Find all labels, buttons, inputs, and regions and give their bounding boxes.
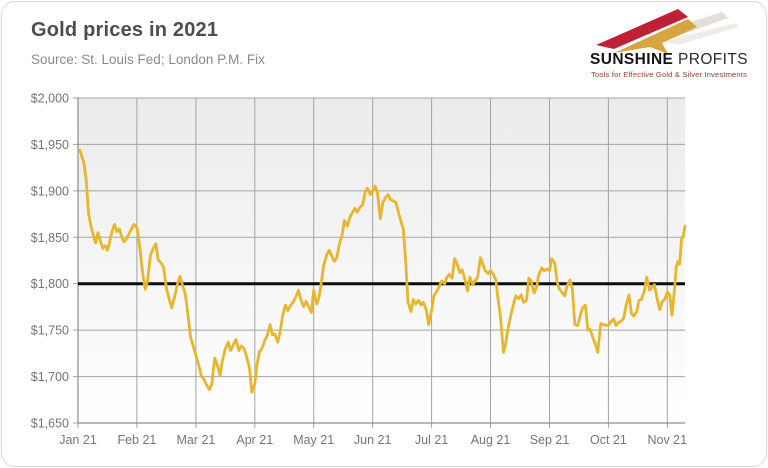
x-tick-label: Sep 21	[530, 433, 570, 447]
y-tick-label: $1,750	[31, 324, 69, 338]
x-tick-label: Mar 21	[176, 433, 215, 447]
x-tick-label: Jan 21	[59, 433, 97, 447]
brand-tagline: Tools for Effective Gold & Silver Invest…	[590, 70, 747, 80]
y-tick-label: $2,000	[31, 92, 69, 106]
x-tick-label: Oct 21	[590, 433, 627, 447]
brand-word-profits: PROFITS	[678, 51, 748, 68]
x-tick-label: Aug 21	[471, 433, 511, 447]
x-tick-label: May 21	[293, 433, 334, 447]
brand-name: SUNSHINE PROFITS	[584, 51, 754, 68]
brand-word-sunshine: SUNSHINE	[590, 51, 674, 68]
sunshine-profits-logo: SUNSHINE PROFITS Tools for Effective Gol…	[584, 7, 754, 79]
y-tick-label: $1,850	[31, 231, 69, 245]
x-tick-label: Jul 21	[415, 433, 448, 447]
x-tick-label: Jun 21	[354, 433, 392, 447]
y-tick-label: $1,950	[31, 138, 69, 152]
source-note: Source: St. Louis Fed; London P.M. Fix	[31, 52, 265, 67]
x-tick-label: Feb 21	[117, 433, 156, 447]
y-tick-label: $1,650	[31, 417, 69, 431]
page-title: Gold prices in 2021	[31, 19, 219, 41]
x-tick-label: Nov 21	[647, 433, 687, 447]
x-tick-label: Apr 21	[236, 433, 273, 447]
gold-price-series-line	[78, 148, 687, 394]
logo-bolt-icon	[596, 9, 739, 54]
y-tick-label: $1,800	[31, 277, 69, 291]
y-tick-label: $1,700	[31, 370, 69, 384]
y-tick-label: $1,900	[31, 184, 69, 198]
plot-area	[78, 98, 685, 423]
